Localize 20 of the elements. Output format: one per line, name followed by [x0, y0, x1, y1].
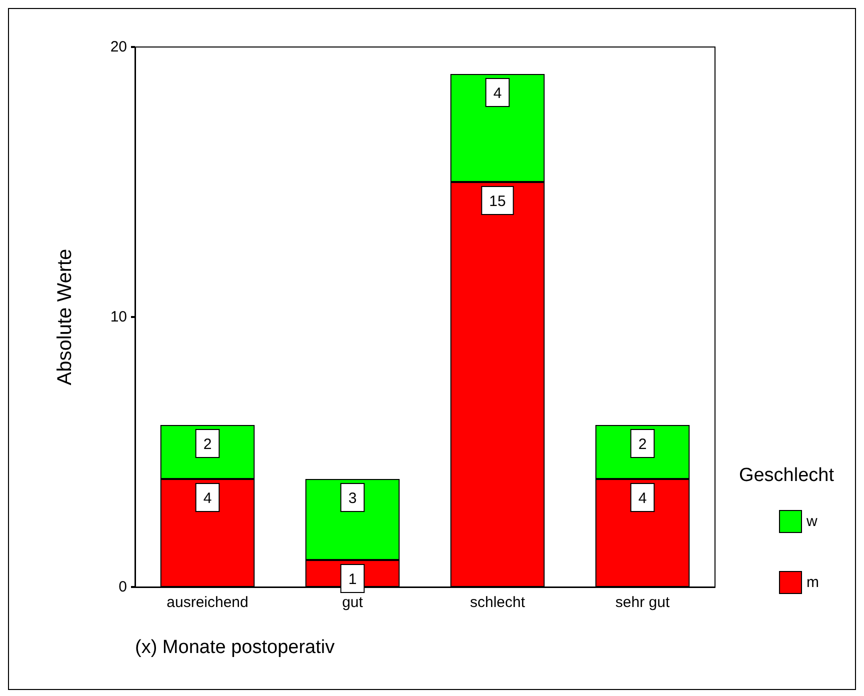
data-label: 4 — [203, 490, 212, 507]
y-tick-label: 10 — [110, 308, 127, 326]
x-tick-label: schlecht — [470, 594, 526, 611]
x-tick-label: sehr gut — [615, 594, 670, 611]
data-label: 4 — [493, 85, 502, 102]
x-tick-label: gut — [342, 594, 364, 611]
data-label: 2 — [638, 436, 647, 453]
data-label: 2 — [203, 436, 212, 453]
data-label: 4 — [638, 490, 647, 507]
legend-title: Geschlecht — [738, 465, 835, 486]
data-label: 15 — [489, 193, 506, 210]
y-tick-label: 20 — [110, 38, 127, 56]
text: (x) Monate postoperativ — [135, 637, 336, 658]
y-axis-title: Absolute Werte — [54, 248, 76, 386]
y-tick-label: 0 — [118, 578, 127, 596]
legend-label: w — [806, 513, 818, 530]
data-label: 3 — [348, 490, 357, 507]
x-tick-label: ausreichend — [166, 594, 248, 611]
data-label: 1 — [348, 571, 357, 588]
legend-label: m — [806, 574, 820, 591]
